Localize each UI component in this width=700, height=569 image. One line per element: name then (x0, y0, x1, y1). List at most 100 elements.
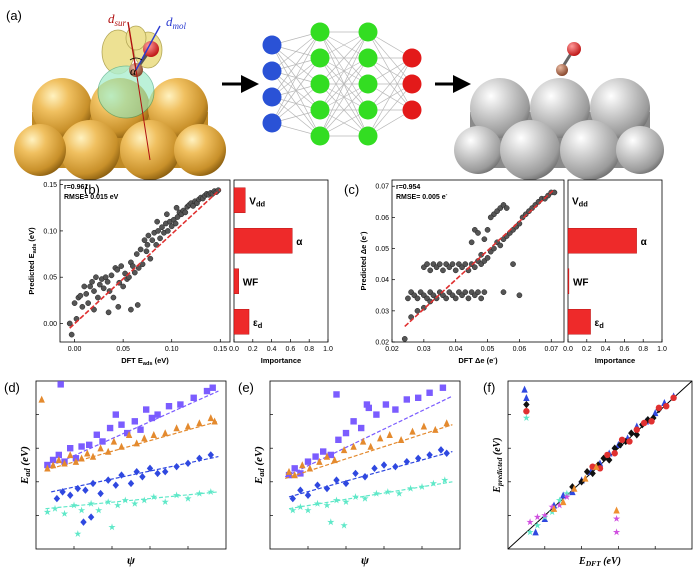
data-point (443, 419, 450, 427)
data-point (121, 496, 129, 504)
x-axis-label: DFT Eads (eV) (121, 356, 169, 367)
y-tick-label: 0.03 (375, 308, 389, 315)
nn-connection (367, 57, 413, 137)
data-point (87, 513, 95, 521)
nn-hidden-node (310, 48, 330, 68)
silver-slab (454, 42, 664, 180)
data-point (427, 267, 434, 274)
data-point (79, 303, 86, 310)
data-point (612, 515, 621, 522)
data-point (173, 462, 180, 471)
data-point (106, 424, 114, 432)
data-point (593, 462, 600, 470)
data-point (207, 414, 214, 422)
data-point (510, 261, 516, 267)
x-tick-label: 0.0 (563, 346, 573, 353)
data-point (89, 452, 97, 460)
data-point (555, 496, 564, 504)
data-point (55, 451, 62, 459)
series-fit-line (288, 481, 453, 510)
data-point (291, 471, 298, 479)
y-tick-label: 0.05 (375, 246, 389, 253)
data-point (131, 418, 138, 425)
series-fit-line (284, 395, 453, 478)
data-point (521, 385, 528, 393)
data-point (289, 494, 296, 503)
data-point (633, 426, 640, 433)
nn-connection (367, 83, 413, 137)
data-point (358, 424, 365, 432)
x-tick-label: 0.4 (267, 346, 277, 353)
x-tick-label: 0.15 (213, 346, 227, 353)
bar-label: Vdd (249, 196, 265, 208)
fit-line (404, 188, 555, 328)
series-black (523, 400, 663, 491)
data-point (97, 489, 104, 498)
stat-r: r=0.961 (64, 184, 88, 191)
data-point (626, 438, 633, 445)
data-point (44, 464, 51, 472)
data-point (157, 235, 163, 242)
data-point (146, 464, 154, 473)
data-point (177, 401, 184, 408)
data-point (118, 442, 125, 450)
nn-connection (271, 83, 321, 124)
data-point (86, 441, 93, 449)
data-point (89, 479, 97, 488)
importance-bar (233, 268, 239, 295)
data-point (143, 406, 150, 413)
data-point (613, 506, 620, 514)
f-parity-chart: EDFT (eV) Epredicted (eV) (492, 380, 693, 568)
importance-bar (567, 268, 570, 295)
series-magenta (526, 493, 621, 536)
data-point (150, 493, 158, 500)
nn-connection (319, 31, 369, 111)
data-point (401, 336, 408, 342)
data-point (523, 400, 530, 409)
data-point (209, 384, 216, 391)
data-point (137, 426, 144, 433)
data-point (441, 476, 449, 484)
plot-frame (233, 179, 329, 343)
bar-label: WF (243, 277, 259, 288)
plot-frame (391, 179, 565, 343)
data-point (532, 528, 539, 536)
data-point (350, 418, 357, 425)
data-point (184, 422, 192, 430)
nn-input-node (262, 61, 282, 81)
data-point (105, 309, 112, 316)
data-point (316, 457, 323, 465)
plot-frame (567, 179, 663, 343)
data-point (118, 471, 125, 479)
plot-frame (507, 380, 693, 550)
data-point (331, 456, 338, 464)
y-tick-label: 0.07 (375, 184, 389, 191)
data-point (85, 300, 92, 306)
data-point (173, 424, 180, 432)
data-point (361, 494, 369, 502)
data-point (481, 236, 488, 243)
data-point (78, 506, 86, 514)
nn-connection (271, 57, 321, 124)
nn-hidden-node (310, 74, 330, 94)
panel-label-a: (a) (6, 8, 22, 23)
data-point (415, 454, 422, 462)
data-point (297, 470, 304, 477)
data-point (291, 465, 298, 472)
data-point (51, 504, 59, 512)
data-point (323, 484, 331, 493)
data-point (133, 251, 140, 257)
data-point (407, 484, 415, 492)
y-axis-label: Predicted Eads (eV) (27, 227, 38, 295)
x-tick-label: 0.05 (116, 346, 130, 353)
data-point (663, 403, 670, 410)
data-point (392, 462, 399, 471)
data-point (53, 494, 61, 503)
x-tick-label: 0.04 (449, 346, 463, 353)
data-point (443, 295, 449, 302)
series-cyan (43, 488, 219, 537)
data-point (541, 511, 549, 519)
x-tick-label: 0.07 (544, 346, 558, 353)
data-point (452, 267, 459, 274)
nn-input-node (262, 35, 282, 55)
